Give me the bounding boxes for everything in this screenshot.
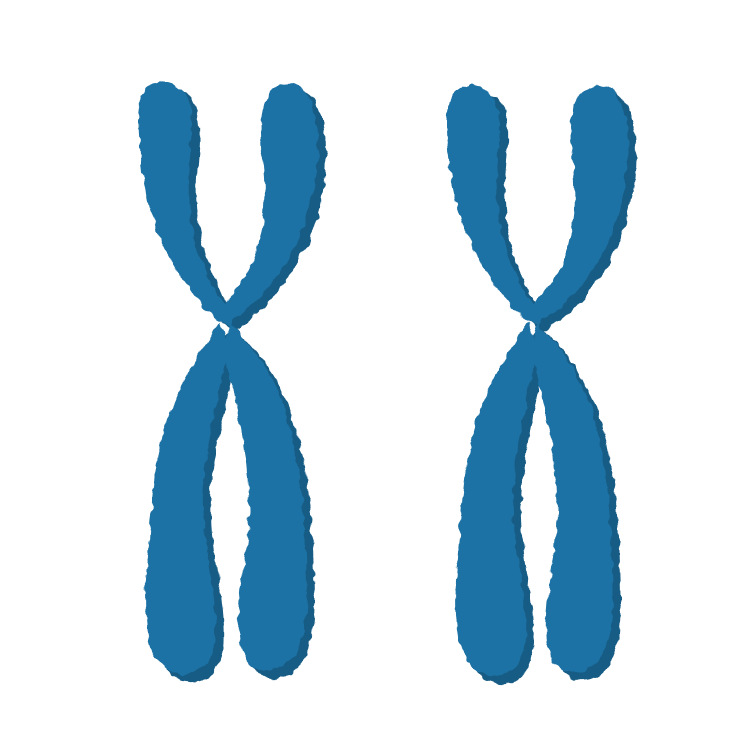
chromosome-right	[446, 85, 636, 685]
chromosome-body	[446, 85, 628, 677]
chromosome-left	[138, 81, 326, 683]
chromosome-body	[138, 81, 318, 675]
